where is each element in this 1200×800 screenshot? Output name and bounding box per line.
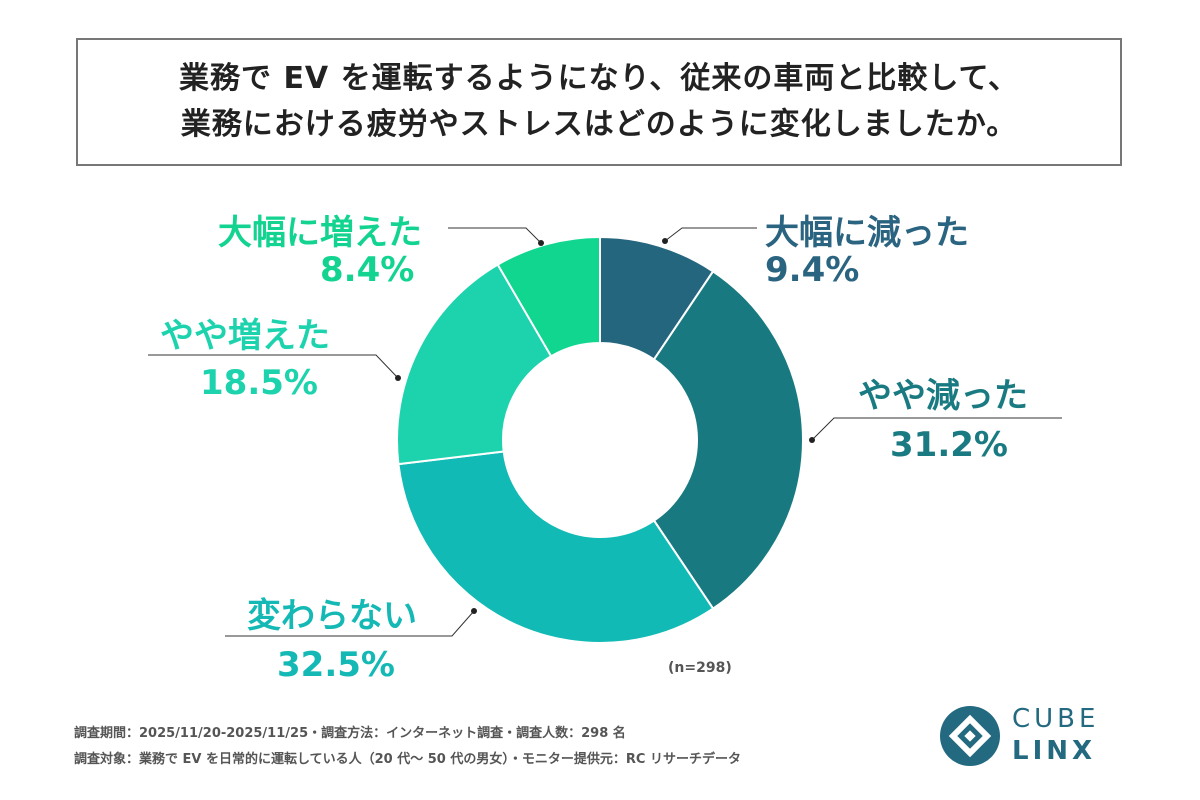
leader-line-1 [811,417,1062,441]
leader-dot-0 [662,238,668,244]
logo-text-linx: LINX [1012,736,1097,766]
footer-line-1: 調査期間：2025/11/20-2025/11/25・調査方法：インターネット調… [74,726,626,741]
donut-slice-1 [652,270,804,610]
donut-slice-2 [397,450,715,644]
label-value-1: 31.2% [890,425,1008,465]
label-category-3: やや増えた [160,316,330,356]
logo-text-cube: CUBE [1012,704,1100,734]
leader-dot-1 [809,437,815,443]
footer-line-2: 調査対象：業務で EV を日常的に運転している人（20 代～ 50 代の男女）・… [74,752,741,767]
sample-size-note: (n=298) [668,660,732,676]
leader-line-0 [664,227,757,242]
leader-line-3 [148,354,399,379]
label-category-1: やや減った [858,376,1028,416]
label-value-3: 18.5% [200,363,318,403]
label-value-4: 8.4% [320,250,415,290]
label-category-4: 大幅に増えた [218,213,422,253]
label-value-2: 32.5% [277,645,395,685]
donut-slice-4 [496,235,601,358]
title-box: 業務で EV を運転するようになり、従来の車両と比較して、 業務における疲労やス… [76,38,1122,166]
leader-line-2 [225,610,475,637]
leader-dot-4 [538,240,544,246]
label-category-2: 変わらない [247,596,417,636]
label-value-0: 9.4% [765,250,860,290]
leader-dot-3 [395,375,401,381]
leader-dot-2 [471,608,477,614]
donut-slice-3 [396,263,553,466]
leader-line-4 [448,227,542,244]
title-line-1: 業務で EV を運転するようになり、従来の車両と比較して、 [179,61,1019,96]
title-line-2: 業務における疲労やストレスはどのように変化しましたか。 [180,107,1018,142]
label-category-0: 大幅に減った [765,213,969,253]
